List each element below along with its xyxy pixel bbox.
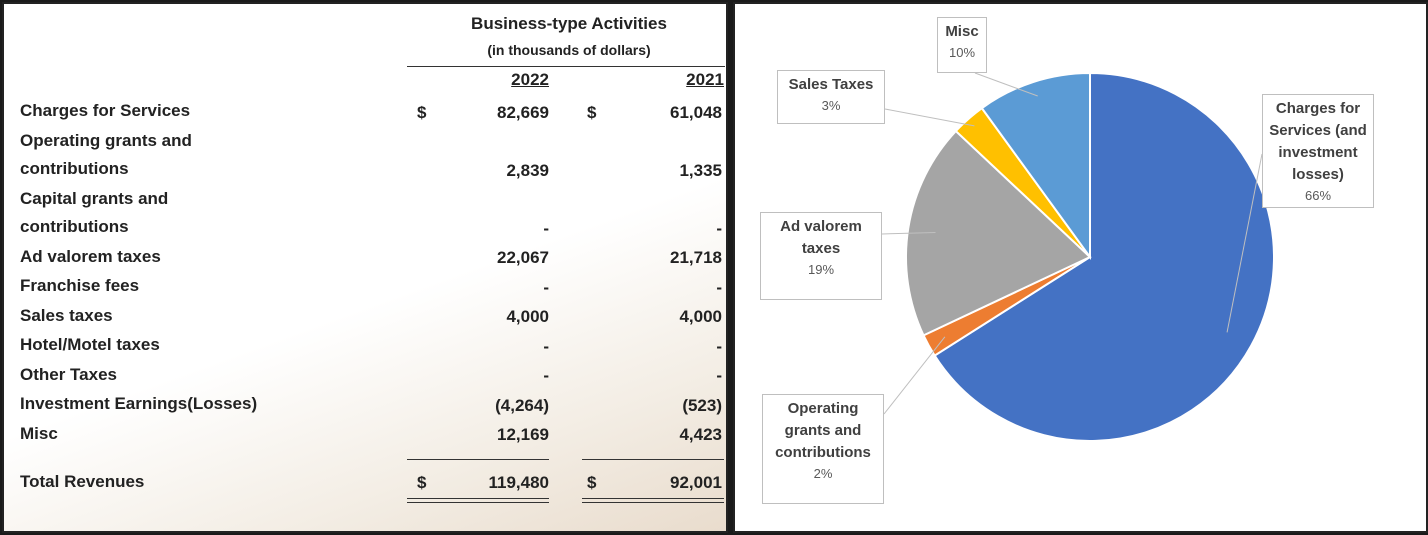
currency: $	[417, 473, 427, 492]
data-label: Sales Taxes 3%	[777, 70, 885, 124]
value-2022: 12,169	[497, 425, 549, 444]
value-2022: 119,480	[488, 473, 549, 492]
leader-line	[1226, 153, 1263, 333]
slice-name: Charges for Services (and investment los…	[1269, 100, 1367, 183]
row-label: Capital grants and contributions	[20, 188, 169, 236]
pie-slice	[980, 71, 1091, 261]
rule	[582, 502, 724, 503]
pie-chart	[881, 71, 1275, 442]
year-header: 2022	[511, 70, 549, 89]
row-label: Operating grants and contributions	[20, 130, 192, 178]
slice-percent: 66%	[1304, 188, 1332, 203]
rule	[407, 502, 549, 503]
row-label: Misc	[20, 423, 58, 443]
value-2021: 61,048	[670, 102, 722, 122]
data-label: Charges for Services (and investment los…	[1262, 94, 1374, 208]
value-2021: 92,001	[670, 473, 722, 492]
pie-slice	[933, 71, 1275, 442]
value-2021: 21,718	[670, 248, 722, 267]
slice-name: Sales Taxes	[788, 76, 874, 93]
row-label: Other Taxes	[20, 364, 118, 384]
leader-line	[883, 336, 946, 415]
revenue-table: Business-type Activities (in thousands o…	[2, 2, 728, 533]
rule	[582, 459, 724, 460]
value-2022: (4,264)	[495, 395, 549, 415]
currency: $	[587, 102, 597, 122]
value-2021: -	[716, 336, 722, 356]
row-label: Investment Earnings(Losses)	[20, 394, 258, 413]
pie-slice	[905, 129, 1092, 337]
leader-line	[881, 232, 936, 235]
rule	[582, 498, 724, 499]
slice-percent: 10%	[948, 45, 976, 60]
slice-percent: 3%	[821, 98, 841, 113]
table-subtitle: (in thousands of dollars)	[487, 42, 651, 58]
value-2022: -	[543, 218, 549, 238]
row-label: Hotel/Motel taxes	[20, 335, 160, 354]
leader-line	[884, 108, 975, 127]
rule	[407, 498, 549, 499]
row-label: Total Revenues	[20, 472, 145, 491]
value-2021: 4,423	[679, 425, 722, 444]
value-2021: 4,000	[679, 307, 722, 326]
value-2022: -	[543, 277, 549, 297]
slice-name: Ad valorem taxes	[780, 218, 862, 257]
currency: $	[587, 473, 597, 492]
table-title: Business-type Activities	[471, 14, 667, 33]
rule	[407, 459, 549, 460]
slice-name: Operating grants and contributions	[775, 400, 871, 461]
value-2022: 82,669	[497, 102, 549, 122]
value-2022: -	[543, 366, 549, 385]
value-2021: 1,335	[679, 160, 722, 180]
row-label: Sales taxes	[20, 305, 113, 325]
value-2021: -	[716, 218, 722, 238]
slice-name: Misc	[945, 23, 979, 40]
year-header: 2021	[686, 70, 724, 89]
slice-percent: 19%	[807, 262, 835, 277]
row-label: Franchise fees	[20, 276, 140, 295]
currency: $	[417, 102, 427, 122]
value-2022: 2,839	[506, 160, 549, 180]
row-label: Ad valorem taxes	[20, 246, 161, 266]
leader-line	[974, 72, 1038, 97]
value-2021: -	[716, 277, 722, 297]
value-2021: -	[716, 366, 722, 385]
data-label: Misc 10%	[937, 17, 987, 73]
value-2021: (523)	[682, 395, 722, 415]
value-2022: 22,067	[497, 248, 549, 267]
data-label: Ad valorem taxes 19%	[760, 212, 882, 300]
value-2022: 4,000	[506, 307, 549, 326]
pie-panel: Charges for Services (and investment los…	[733, 2, 1428, 533]
rule	[407, 66, 725, 67]
value-2022: -	[543, 336, 549, 356]
slice-percent: 2%	[813, 466, 833, 481]
row-label: Charges for Services	[20, 101, 191, 120]
data-label: Operating grants and contributions 2%	[762, 394, 884, 504]
